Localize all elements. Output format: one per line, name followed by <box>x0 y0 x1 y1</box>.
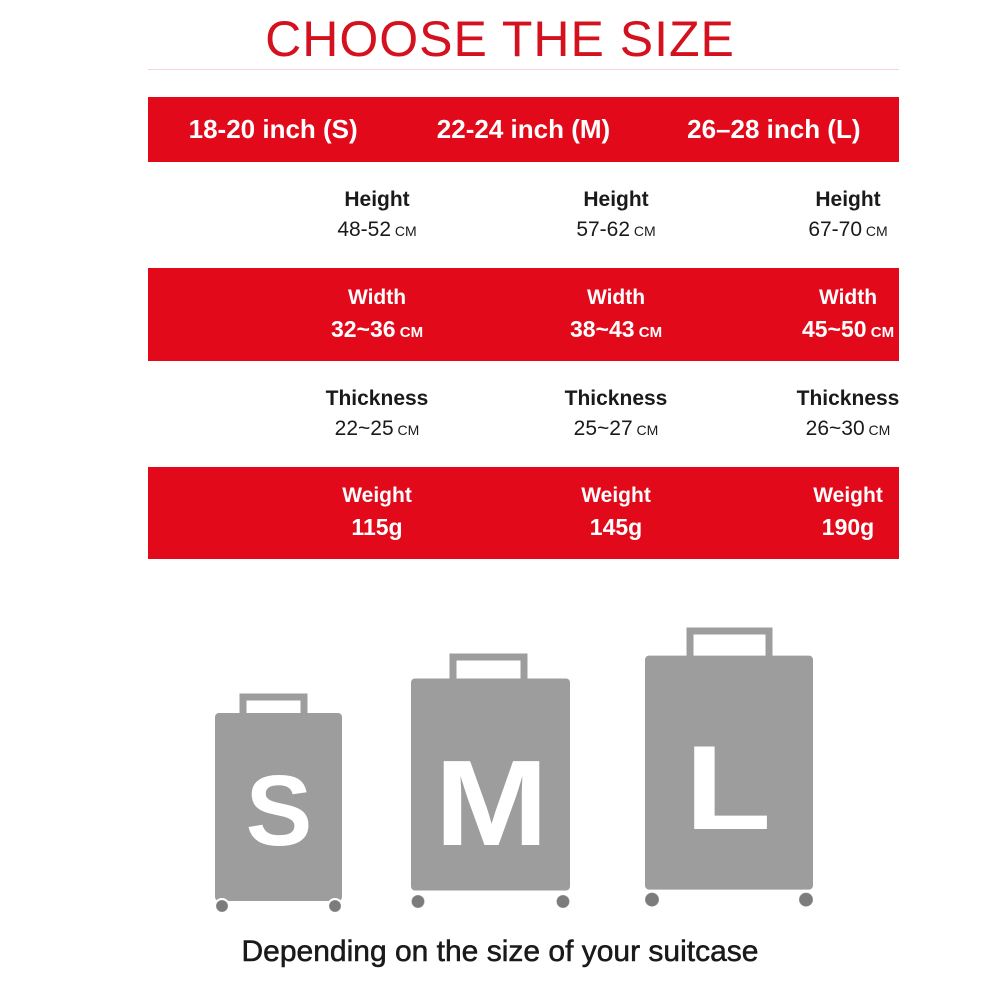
svg-text:M: M <box>435 735 549 871</box>
svg-text:L: L <box>685 721 771 855</box>
svg-text:S: S <box>246 755 313 867</box>
